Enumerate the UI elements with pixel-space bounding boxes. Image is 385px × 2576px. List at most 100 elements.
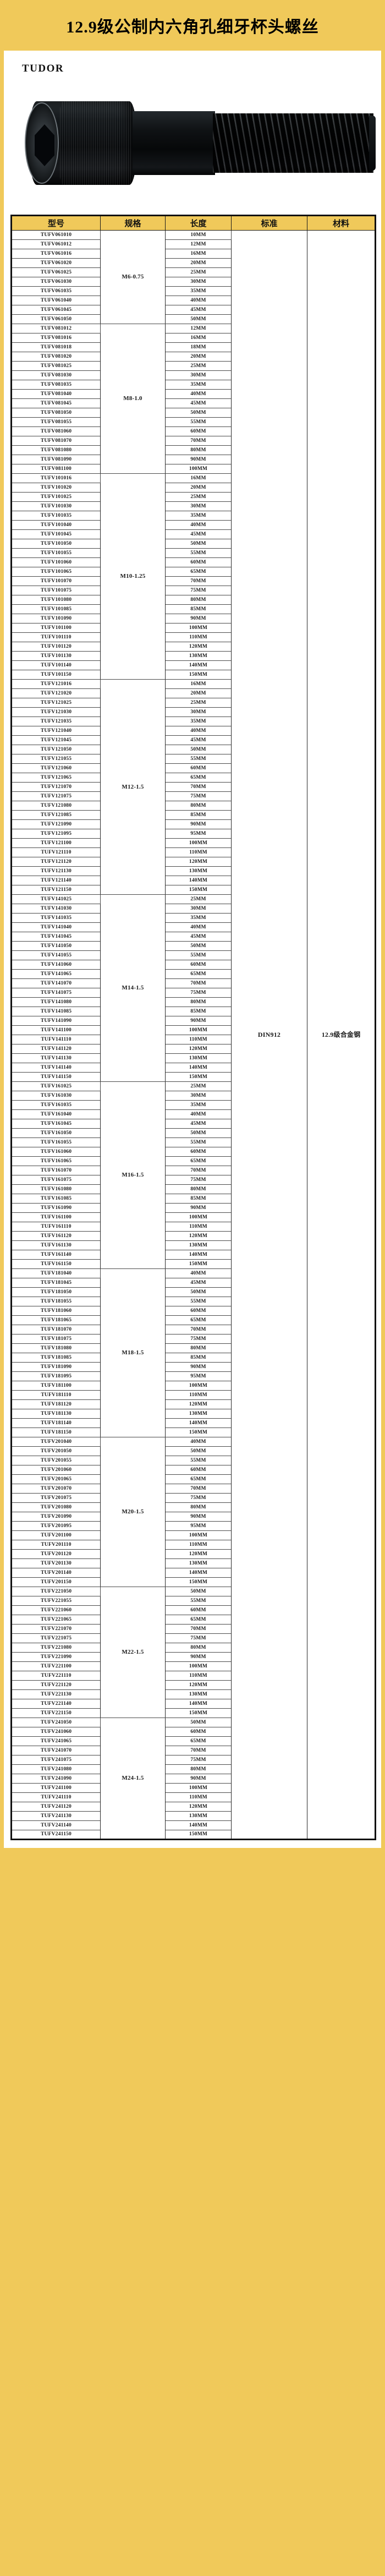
cell-model: TUFV221110 — [11, 1671, 101, 1681]
cell-model: TUFV201140 — [11, 1568, 101, 1578]
screw-head-face — [25, 102, 59, 184]
table-row: TUFV201070 70MM — [11, 1484, 376, 1494]
table-row: TUFV161060 60MM — [11, 1147, 376, 1157]
cell-model: TUFV221055 — [11, 1596, 101, 1606]
table-row: TUFV121150 150MM — [11, 885, 376, 895]
cell-model: TUFV221150 — [11, 1708, 101, 1718]
cell-model: TUFV201055 — [11, 1456, 101, 1465]
cell-model: TUFV181140 — [11, 1418, 101, 1428]
cell-model: TUFV101025 — [11, 492, 101, 502]
table-row: TUFV061020 20MM — [11, 258, 376, 268]
cell-length: 140MM — [165, 1568, 232, 1578]
table-row: TUFV161050 50MM — [11, 1128, 376, 1138]
cell-length: 60MM — [165, 557, 232, 567]
table-row: TUFV221140 140MM — [11, 1699, 376, 1709]
cell-length: 100MM — [165, 838, 232, 848]
cell-model: TUFV121045 — [11, 735, 101, 745]
cell-model: TUFV161025 — [11, 1081, 101, 1091]
cell-length: 140MM — [165, 876, 232, 885]
cell-model: TUFV121016 — [11, 679, 101, 689]
cell-model: TUFV181085 — [11, 1353, 101, 1363]
cell-model: TUFV161045 — [11, 1119, 101, 1129]
cell-length: 65MM — [165, 1736, 232, 1746]
cell-model: TUFV201150 — [11, 1577, 101, 1587]
col-header-model: 型号 — [11, 215, 101, 231]
cell-model: TUFV101080 — [11, 595, 101, 605]
cell-length: 70MM — [165, 1746, 232, 1755]
header-row: 型号 规格 长度 标准 材料 — [11, 215, 376, 231]
cell-length: 55MM — [165, 417, 232, 427]
cell-length: 120MM — [165, 1680, 232, 1690]
cell-model: TUFV221130 — [11, 1689, 101, 1699]
cell-length: 25MM — [165, 698, 232, 708]
cell-model: TUFV181040 — [11, 1268, 101, 1278]
cell-length: 120MM — [165, 1802, 232, 1812]
cell-model: TUFV121075 — [11, 791, 101, 801]
hex-socket-icon — [35, 124, 54, 166]
col-header-spec: 规格 — [100, 215, 166, 231]
cell-length: 110MM — [165, 632, 232, 642]
cell-model: TUFV181070 — [11, 1325, 101, 1335]
spec-table-body: TUFV061010 M6-0.75 10MM DIN912 12.9级合金钢 TUFV0… — [11, 230, 376, 1840]
cell-model: TUFV101130 — [11, 651, 101, 661]
cell-length: 12MM — [165, 324, 232, 333]
table-row: TUFV081016 16MM — [11, 333, 376, 343]
cell-model: TUFV101065 — [11, 567, 101, 577]
table-row: TUFV161025 M16-1.5 25MM — [11, 1081, 376, 1269]
table-row: TUFV121045 45MM — [11, 735, 376, 745]
cell-length: 65MM — [165, 773, 232, 783]
cell-length: 85MM — [165, 1007, 232, 1016]
cell-model: TUFV081025 — [11, 361, 101, 371]
cell-length: 50MM — [165, 408, 232, 418]
cell-model: TUFV081050 — [11, 408, 101, 418]
cell-length: 130MM — [165, 1558, 232, 1568]
cell-model: TUFV161130 — [11, 1240, 101, 1250]
cell-length: 100MM — [165, 1661, 232, 1671]
table-row: TUFV101065 65MM — [11, 567, 376, 577]
cell-model: TUFV141150 — [11, 1072, 101, 1082]
cell-length: 50MM — [165, 1446, 232, 1456]
cell-length: 75MM — [165, 1755, 232, 1765]
cell-spec-m24-1-5: M24-1.5 — [100, 1718, 166, 1840]
table-row: TUFV141025 M14-1.5 25MM — [11, 894, 376, 1082]
cell-length: 65MM — [165, 1156, 232, 1166]
table-row: TUFV201075 75MM — [11, 1493, 376, 1503]
cell-model: TUFV201040 — [11, 1437, 101, 1447]
cell-length: 70MM — [165, 978, 232, 988]
cell-model: TUFV141040 — [11, 922, 101, 932]
table-row: TUFV081040 40MM — [11, 389, 376, 399]
table-row: TUFV201050 50MM — [11, 1446, 376, 1456]
cell-model: TUFV161075 — [11, 1175, 101, 1185]
cell-length: 65MM — [165, 969, 232, 979]
table-row: TUFV101040 40MM — [11, 520, 376, 530]
cell-model: TUFV221065 — [11, 1615, 101, 1625]
cell-length: 20MM — [165, 258, 232, 268]
table-row: TUFV121020 20MM — [11, 688, 376, 698]
cell-model: TUFV181080 — [11, 1343, 101, 1353]
cell-length: 16MM — [165, 473, 232, 483]
cell-length: 85MM — [165, 604, 232, 614]
cell-model: TUFV181130 — [11, 1409, 101, 1419]
cell-model: TUFV061012 — [11, 239, 101, 249]
cell-length: 100MM — [165, 1212, 232, 1222]
cell-length: 120MM — [165, 1231, 232, 1241]
table-row: TUFV081080 80MM — [11, 445, 376, 455]
cell-length: 110MM — [165, 1222, 232, 1232]
table-row: TUFV081100 100MM — [11, 464, 376, 474]
cell-model: TUFV201100 — [11, 1530, 101, 1540]
table-row: TUFV201100 100MM — [11, 1530, 376, 1540]
cell-length: 150MM — [165, 1708, 232, 1718]
cell-model: TUFV241075 — [11, 1755, 101, 1765]
cell-model: TUFV201110 — [11, 1540, 101, 1550]
cell-length: 120MM — [165, 1549, 232, 1559]
table-row: TUFV121075 75MM — [11, 791, 376, 801]
cell-model: TUFV221050 — [11, 1587, 101, 1596]
cell-length: 150MM — [165, 670, 232, 680]
socket-head-cap-screw-illustration — [24, 97, 376, 189]
cell-length: 140MM — [165, 1699, 232, 1709]
cell-length: 30MM — [165, 370, 232, 380]
cell-length: 40MM — [165, 296, 232, 305]
cell-length: 50MM — [165, 745, 232, 754]
table-row: TUFV081050 50MM — [11, 408, 376, 418]
cell-length: 45MM — [165, 1119, 232, 1129]
